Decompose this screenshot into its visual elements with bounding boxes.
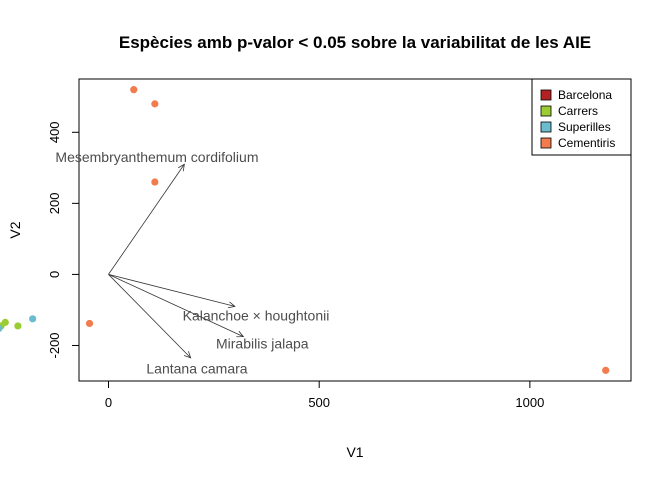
x-tick-label: 0 [105, 395, 112, 410]
y-tick-label: 400 [47, 121, 62, 143]
arrow-label: Lantana camara [146, 361, 247, 377]
biplot-arrows: Mesembryanthemum cordifolium Kalanchoe × … [55, 149, 329, 376]
arrow-head [178, 163, 185, 172]
legend-swatch [540, 89, 552, 101]
legend-swatch [540, 121, 552, 133]
x-axis-label: V1 [346, 444, 363, 460]
data-point [29, 315, 37, 323]
y-tick-label: 0 [47, 271, 62, 278]
chart-title: Espècies amb p-valor < 0.05 sobre la var… [119, 33, 591, 52]
data-point [151, 100, 159, 108]
legend-label: Cementiris [558, 136, 615, 150]
legend-swatch [540, 105, 552, 117]
arrow-head [227, 301, 236, 309]
y-axis: -200 0 200 400 [47, 121, 80, 358]
arrow-head [236, 330, 245, 338]
legend-label: Carrers [558, 104, 598, 118]
y-tick-label: 200 [47, 193, 62, 215]
arrow-head [183, 351, 192, 359]
arrow-label: Kalanchoe × houghtonii [183, 307, 330, 323]
data-point [130, 86, 138, 94]
x-tick-label: 1000 [515, 395, 544, 410]
arrow-line [108, 274, 244, 337]
arrow-label: Mesembryanthemum cordifolium [55, 149, 258, 165]
data-points [0, 86, 610, 374]
arrow-line [108, 274, 236, 307]
legend-label: Barcelona [558, 88, 612, 102]
legend-label: Superilles [558, 120, 611, 134]
y-axis-label: V2 [7, 221, 23, 238]
legend: Barcelona Carrers Superilles Cementiris [531, 78, 632, 156]
data-point [14, 322, 22, 330]
data-point [602, 366, 610, 374]
arrow-line [108, 274, 191, 359]
data-point [0, 324, 3, 332]
arrow-label: Mirabilis jalapa [216, 336, 309, 352]
y-tick-label: -200 [47, 332, 62, 358]
data-point [85, 319, 94, 328]
legend-swatch [540, 137, 552, 149]
arrow-line [108, 164, 185, 275]
x-tick-label: 500 [308, 395, 330, 410]
x-axis: 0 500 1000 [105, 380, 544, 410]
data-point [151, 178, 159, 186]
